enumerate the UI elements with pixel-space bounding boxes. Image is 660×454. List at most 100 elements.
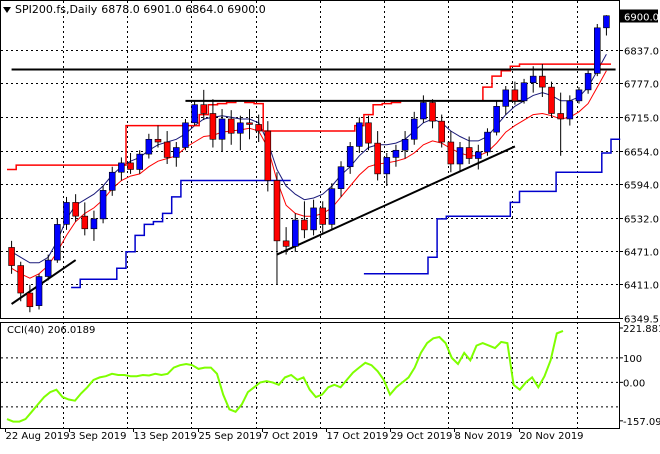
candle-body — [54, 224, 61, 261]
candle-body — [35, 276, 43, 306]
candle-body — [8, 247, 15, 266]
candle-body — [163, 141, 171, 158]
candle-body — [493, 106, 500, 133]
x-tick-label: 25 Sep 2019 — [199, 431, 262, 442]
y-tick-label: 6654.0 — [624, 148, 659, 159]
grid-group: 22 Aug 2019 3 Sep 2019 13 Sep 2019 25 Sep 2… — [5, 1, 584, 442]
cci-pane-frame — [0, 322, 620, 429]
candle-body — [356, 122, 363, 147]
lower-channel-line — [71, 138, 621, 289]
candle-body — [365, 122, 372, 144]
candle-body — [136, 153, 143, 170]
candle-body — [447, 141, 455, 165]
x-tick-label: 29 Oct 2019 — [391, 431, 453, 442]
x-tick-label: 13 Sep 2019 — [134, 431, 197, 442]
y-tick-label: 6411.0 — [624, 281, 659, 292]
candle-body — [282, 240, 290, 247]
candle-body — [182, 122, 189, 148]
cci-header: CCI(40) 206.0189 — [7, 325, 95, 336]
candle-body — [310, 207, 317, 231]
candle-body — [17, 265, 25, 294]
candle-body — [191, 104, 198, 124]
candle-body — [200, 104, 208, 114]
candle-body — [154, 138, 162, 143]
x-tick-label: 8 Nov 2019 — [455, 431, 513, 442]
candle-body — [337, 166, 345, 189]
collapse-triangle-icon[interactable] — [3, 6, 11, 13]
candle-body — [209, 113, 217, 140]
candle-body — [465, 147, 473, 159]
candle-body — [502, 89, 510, 107]
candle-body — [81, 215, 89, 230]
candle-body — [456, 147, 464, 165]
candle-body — [145, 138, 153, 155]
candle-body — [118, 162, 125, 173]
candle-body — [237, 122, 244, 134]
main-pane-frame — [0, 0, 620, 319]
cci-line — [6, 329, 564, 423]
candle-body — [593, 27, 601, 74]
x-tick-label: 20 Nov 2019 — [520, 431, 584, 442]
cci-tick-label: -157.094 — [623, 417, 660, 428]
candle-body — [484, 131, 491, 153]
candle-body — [429, 102, 436, 122]
chart-header: SPI200.fs,Daily 6878.0 6901.0 6864.0 690… — [3, 3, 266, 16]
candle-body — [264, 130, 272, 181]
y-tick-label: 6777.0 — [624, 80, 659, 91]
candle-body — [438, 120, 445, 143]
mid-band-line — [11, 53, 607, 264]
candle-body — [90, 218, 98, 230]
ohlc-readout: 6878.0 6901.0 6864.0 6900.0 — [101, 3, 266, 16]
candle-body — [26, 292, 34, 308]
candle-body — [383, 157, 391, 175]
candle-body — [410, 118, 418, 140]
cci-tick-label: 0.00 — [623, 378, 645, 389]
resistance-step-line — [7, 63, 611, 171]
candle-body — [127, 162, 134, 170]
x-tick-label: 17 Oct 2019 — [327, 431, 389, 442]
candle-body — [227, 118, 235, 134]
cci-levels: 221.8814 100 0.00 -157.094 — [1, 324, 660, 428]
candle-body — [420, 102, 427, 120]
candle-body — [319, 207, 327, 225]
candle-body — [72, 202, 79, 217]
candle-body — [218, 118, 226, 140]
current-price-tag — [620, 9, 658, 23]
candle-body — [401, 138, 409, 151]
candle-body — [584, 73, 592, 91]
candle-body — [346, 146, 354, 168]
x-tick-label: 22 Aug 2019 — [6, 431, 70, 442]
candle-body — [520, 82, 528, 102]
candle-body — [301, 219, 308, 231]
price-axis: 6900.0 6837.0 6777.0 6715.0 6654.0 6594.0 6532… — [1, 9, 659, 326]
candle-body — [328, 188, 336, 225]
candle-body — [392, 149, 400, 158]
x-tick-label: 7 Oct 2019 — [263, 431, 318, 442]
y-tick-label: 6594.0 — [624, 181, 659, 192]
candle-body — [108, 171, 116, 191]
x-tick-label: 3 Sep 2019 — [70, 431, 127, 442]
y-tick-label: 6715.0 — [624, 114, 659, 125]
candle-body — [255, 124, 262, 132]
cci-tick-label: 221.8814 — [623, 324, 660, 335]
trendline — [11, 259, 77, 305]
candle-body — [603, 15, 610, 29]
candle-body — [44, 259, 52, 277]
candle-body — [575, 89, 583, 102]
y-tick-label: 6532.0 — [624, 215, 659, 226]
candle-body — [475, 151, 482, 159]
candle-body — [291, 219, 299, 247]
candle-body — [273, 180, 281, 242]
candle-body — [246, 122, 253, 125]
symbol-label: SPI200.fs,Daily — [15, 3, 98, 16]
cci-label: CCI(40) 206.0189 — [7, 325, 96, 336]
candle-body — [529, 75, 537, 84]
candles-group — [8, 15, 610, 313]
candle-body — [173, 147, 180, 158]
trendline — [276, 145, 516, 256]
candle-body — [539, 75, 546, 88]
candle-body — [99, 190, 107, 220]
y-tick-label: 6837.0 — [624, 47, 659, 58]
